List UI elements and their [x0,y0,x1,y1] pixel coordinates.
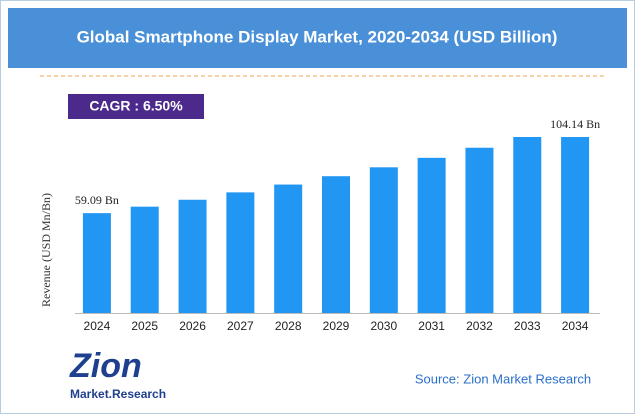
cagr-label: CAGR : 6.50% [89,98,183,114]
bar [369,167,398,313]
bar [561,137,590,313]
bar [226,192,255,313]
bar [465,147,494,313]
x-tick-label: 2031 [418,319,445,333]
bar [513,137,542,313]
bar [274,184,303,313]
title-banner [8,8,627,68]
chart-title: Global Smartphone Display Market, 2020-2… [77,27,558,46]
value-label: 104.14 Bn [550,117,600,131]
value-label: 59.09 Bn [75,193,119,207]
bar [322,176,350,313]
y-axis-label: Revenue (USD Mn/Bn) [39,193,53,307]
x-tick-label: 2025 [131,319,158,333]
x-tick-label: 2030 [370,319,397,333]
bar [417,157,446,313]
logo: Zion Market.Research [69,347,166,401]
bar [178,199,207,313]
x-tick-label: 2028 [275,319,302,333]
cagr-box [68,94,204,119]
logo-name: Zion [69,347,142,385]
source: Source: Zion Market Research [415,371,591,386]
bar [130,206,159,313]
x-tick-label: 2026 [179,319,206,333]
x-tick-label: 2033 [514,319,541,333]
logo-tagline: Market.Research [70,387,166,401]
bar [82,213,111,313]
x-tick-label: 2032 [466,319,493,333]
x-tick-label: 2029 [323,319,350,333]
x-tick-label: 2034 [562,319,589,333]
x-tick-label: 2027 [227,319,254,333]
x-tick-label: 2024 [84,319,111,333]
